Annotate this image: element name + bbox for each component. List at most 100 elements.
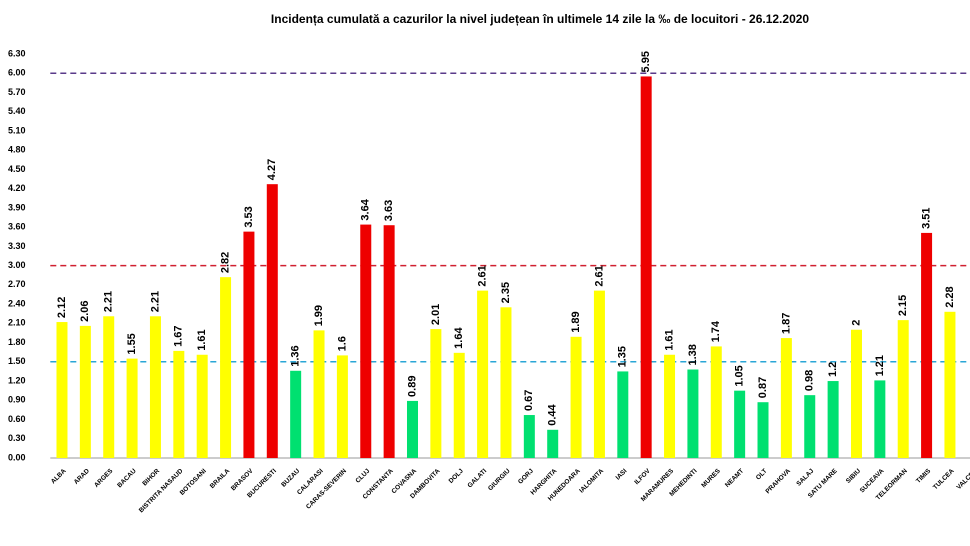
y-tick-label: 6.30 xyxy=(8,48,26,58)
y-tick-label: 3.60 xyxy=(8,222,26,232)
x-tick-label: BISTRITA NASAUD xyxy=(138,467,185,514)
value-label: 1.21 xyxy=(874,355,886,376)
value-label: 1.2 xyxy=(827,362,839,377)
value-label: 1.99 xyxy=(313,305,325,326)
value-label: 1.38 xyxy=(687,344,699,365)
x-tick-label: GORJ xyxy=(517,467,535,485)
value-label: 1.64 xyxy=(453,327,465,349)
value-label: 4.27 xyxy=(266,159,278,180)
value-label: 1.89 xyxy=(570,311,582,332)
y-tick-label: 5.40 xyxy=(8,106,26,116)
value-label: 1.87 xyxy=(780,313,792,334)
x-tick-label: MURES xyxy=(700,467,722,489)
x-tick-label: IASI xyxy=(615,468,629,482)
bar xyxy=(79,325,91,458)
bar xyxy=(266,184,278,458)
value-label: 2.35 xyxy=(500,282,512,303)
y-tick-label: 3.30 xyxy=(8,241,26,251)
bar xyxy=(710,346,722,458)
value-label: 2.15 xyxy=(897,295,909,316)
value-label: 2.12 xyxy=(56,297,68,318)
value-label: 2.21 xyxy=(103,291,115,312)
y-tick-label: 2.70 xyxy=(8,279,26,289)
bar xyxy=(196,354,208,458)
bar xyxy=(406,400,418,458)
value-label: 2.06 xyxy=(79,300,91,321)
x-tick-label: BRAILA xyxy=(209,467,232,490)
bar xyxy=(570,336,582,458)
x-tick-label: ILFOV xyxy=(633,467,652,486)
x-tick-label: BIHOR xyxy=(141,467,161,487)
bar xyxy=(290,370,302,458)
x-tick-label: OLT xyxy=(755,468,769,482)
bar xyxy=(827,381,839,458)
x-tick-label: BACAU xyxy=(116,467,138,489)
value-label: 0.67 xyxy=(523,390,535,411)
x-tick-label: TULCEA xyxy=(932,467,956,491)
bar xyxy=(593,290,605,458)
value-label: 2.01 xyxy=(430,304,442,325)
x-tick-label: CARAS-SEVERIN xyxy=(305,467,348,510)
x-tick-label: CLUJ xyxy=(354,467,371,484)
x-tick-label: BUZAU xyxy=(280,467,301,488)
value-label: 3.51 xyxy=(920,207,932,228)
y-tick-label: 3.90 xyxy=(8,202,26,212)
y-tick-label: 5.10 xyxy=(8,125,26,135)
x-tick-label: ALBA xyxy=(50,467,68,485)
x-tick-label: SALAJ xyxy=(795,467,815,487)
bar xyxy=(850,329,862,458)
value-label: 0.98 xyxy=(804,370,816,391)
value-label: 2.61 xyxy=(477,265,489,286)
bar xyxy=(687,369,699,458)
x-tick-label: GALATI xyxy=(467,468,489,490)
value-label: 1.55 xyxy=(126,333,138,354)
bar xyxy=(220,277,232,458)
value-label: 1.61 xyxy=(663,329,675,350)
bar xyxy=(734,390,746,458)
value-label: 2.61 xyxy=(593,265,605,286)
bar xyxy=(243,231,255,458)
y-tick-label: 1.80 xyxy=(8,337,26,347)
bar xyxy=(874,380,886,458)
y-tick-label: 4.20 xyxy=(8,183,26,193)
bar xyxy=(664,354,676,458)
value-label: 3.64 xyxy=(360,198,372,220)
y-tick-label: 0.30 xyxy=(8,433,26,443)
y-tick-label: 2.10 xyxy=(8,318,26,328)
y-tick-label: 1.50 xyxy=(8,356,26,366)
value-label: 1.05 xyxy=(734,365,746,386)
bar xyxy=(921,232,933,458)
bar xyxy=(757,402,769,458)
value-label: 0.44 xyxy=(547,403,559,425)
bar xyxy=(173,350,185,458)
x-tick-label: PRAHOVA xyxy=(764,467,792,495)
bar xyxy=(780,338,792,458)
x-tick-label: TIMIS xyxy=(915,467,933,485)
x-tick-label: VALCEA xyxy=(955,467,970,491)
value-label: 1.74 xyxy=(710,320,722,342)
bar xyxy=(430,329,442,458)
x-tick-label: SIBIU xyxy=(845,467,862,484)
y-tick-label: 4.80 xyxy=(8,145,26,155)
bar xyxy=(313,330,325,458)
y-tick-label: 2.40 xyxy=(8,298,26,308)
x-tick-label: NEAMT xyxy=(724,468,745,489)
value-label: 1.35 xyxy=(617,346,629,367)
bar xyxy=(897,320,909,458)
bar xyxy=(336,355,348,458)
bar xyxy=(103,316,115,458)
bar xyxy=(56,322,68,458)
value-label: 2.21 xyxy=(149,291,161,312)
x-tick-label: ARAD xyxy=(73,467,91,485)
bar xyxy=(126,358,138,458)
x-tick-label: ARGES xyxy=(93,467,115,489)
y-tick-label: 5.70 xyxy=(8,87,26,97)
value-label: 3.63 xyxy=(383,200,395,221)
bar xyxy=(640,76,652,458)
bar xyxy=(547,429,559,458)
bar xyxy=(804,395,816,458)
value-label: 1.36 xyxy=(290,345,302,366)
bar xyxy=(149,316,161,458)
value-label: 5.95 xyxy=(640,51,652,72)
